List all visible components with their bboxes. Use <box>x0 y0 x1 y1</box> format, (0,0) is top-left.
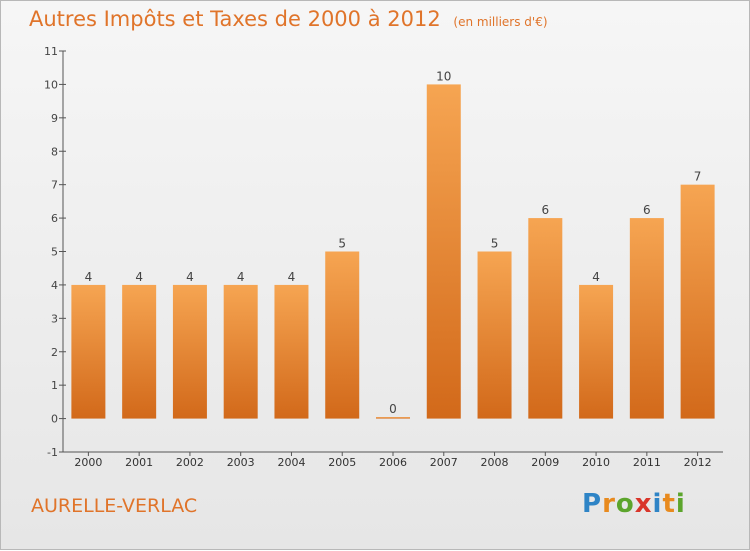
chart-subtitle: (en milliers d'€) <box>453 15 548 29</box>
bar-2009 <box>528 218 563 419</box>
chart-bars <box>71 84 715 419</box>
y-tick-label: 3 <box>51 312 58 325</box>
logo-letter: x <box>634 489 653 519</box>
y-tick-label: 9 <box>51 112 58 125</box>
data-label-2000: 4 <box>85 270 93 284</box>
data-label-2003: 4 <box>237 270 245 284</box>
logo-letter: t <box>662 489 676 519</box>
bar-2006 <box>376 417 410 419</box>
data-label-2004: 4 <box>288 270 296 284</box>
bar-2011 <box>629 218 664 419</box>
bar-2010 <box>579 284 614 419</box>
y-tick-label: 5 <box>51 246 58 259</box>
logo-letter: P <box>582 489 603 519</box>
proxiti-logo: Proxiti <box>582 489 686 519</box>
y-tick-label: 1 <box>51 379 58 392</box>
data-label-2006: 0 <box>389 402 397 416</box>
data-label-2001: 4 <box>135 270 143 284</box>
x-tick-label-2004: 2004 <box>277 456 305 469</box>
data-label-2009: 6 <box>541 203 549 217</box>
x-tick-label-2011: 2011 <box>633 456 661 469</box>
data-label-2002: 4 <box>186 270 194 284</box>
bar-2000 <box>71 284 106 419</box>
bar-2008 <box>477 251 512 419</box>
bar-2002 <box>172 284 207 419</box>
commune-name: AURELLE-VERLAC <box>31 495 198 517</box>
logo-letter: i <box>652 489 663 519</box>
bar-2007 <box>426 84 461 419</box>
y-tick-label: 6 <box>51 212 58 225</box>
x-tick-label-2001: 2001 <box>125 456 153 469</box>
x-tick-label-2006: 2006 <box>379 456 407 469</box>
x-tick-label-2000: 2000 <box>74 456 102 469</box>
data-label-2008: 5 <box>491 237 499 251</box>
bar-2012 <box>680 184 715 419</box>
x-tick-label-2012: 2012 <box>684 456 712 469</box>
bar-2004 <box>274 284 309 419</box>
logo-letter: o <box>615 489 635 519</box>
bar-2003 <box>223 284 258 419</box>
data-label-2011: 6 <box>643 203 651 217</box>
chart-title: Autres Impôts et Taxes de 2000 à 2012 (e… <box>29 7 548 31</box>
x-tick-label-2007: 2007 <box>430 456 458 469</box>
y-tick-label: 4 <box>51 279 58 292</box>
chart-title-text: Autres Impôts et Taxes de 2000 à 2012 <box>29 7 441 31</box>
x-tick-label-2002: 2002 <box>176 456 204 469</box>
logo-letter: i <box>675 489 686 519</box>
x-tick-label-2009: 2009 <box>531 456 559 469</box>
x-tick-label-2003: 2003 <box>227 456 255 469</box>
y-tick-label: -1 <box>47 446 58 459</box>
data-label-2007: 10 <box>436 69 451 83</box>
logo-letter: r <box>602 489 616 519</box>
x-tick-label-2010: 2010 <box>582 456 610 469</box>
y-tick-label: 11 <box>44 45 58 58</box>
chart-axes: -1 0 1 2 3 4 5 6 7 8 9 10 11 2000 2001 2002 2003 2004 2005… <box>44 45 723 469</box>
chart-data-labels: 4 4 4 4 4 5 0 10 5 6 4 6 7 <box>85 69 702 416</box>
data-label-2012: 7 <box>694 170 702 184</box>
bar-2005 <box>325 251 360 419</box>
y-tick-label: 7 <box>51 179 58 192</box>
data-label-2010: 4 <box>592 270 600 284</box>
bar-2001 <box>122 284 157 419</box>
y-tick-label: 0 <box>51 413 58 426</box>
x-tick-label-2005: 2005 <box>328 456 356 469</box>
y-tick-label: 2 <box>51 346 58 359</box>
data-label-2005: 5 <box>338 237 346 251</box>
y-tick-label: 10 <box>44 78 58 91</box>
y-tick-label: 8 <box>51 145 58 158</box>
x-tick-label-2008: 2008 <box>481 456 509 469</box>
